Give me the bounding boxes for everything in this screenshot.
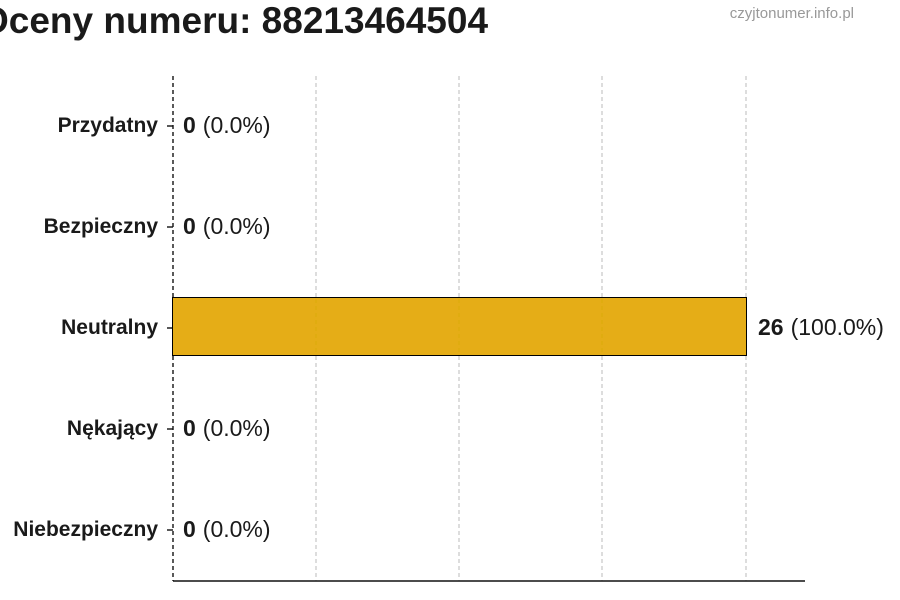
svg-text:26(100.0%): 26 (100.0%) — [758, 314, 884, 340]
svg-text:0(0.0%): 0 (0.0%) — [183, 415, 271, 441]
svg-text:Neutralny: Neutralny — [61, 316, 158, 339]
svg-text:Niebezpieczny: Niebezpieczny — [13, 518, 158, 541]
svg-text:0(0.0%): 0 (0.0%) — [183, 112, 271, 138]
svg-text:Nękający: Nękający — [67, 417, 158, 440]
svg-text:Przydatny: Przydatny — [58, 114, 159, 137]
svg-text:0(0.0%): 0 (0.0%) — [183, 516, 271, 542]
svg-text:Bezpieczny: Bezpieczny — [44, 215, 159, 238]
svg-text:0(0.0%): 0 (0.0%) — [183, 213, 271, 239]
